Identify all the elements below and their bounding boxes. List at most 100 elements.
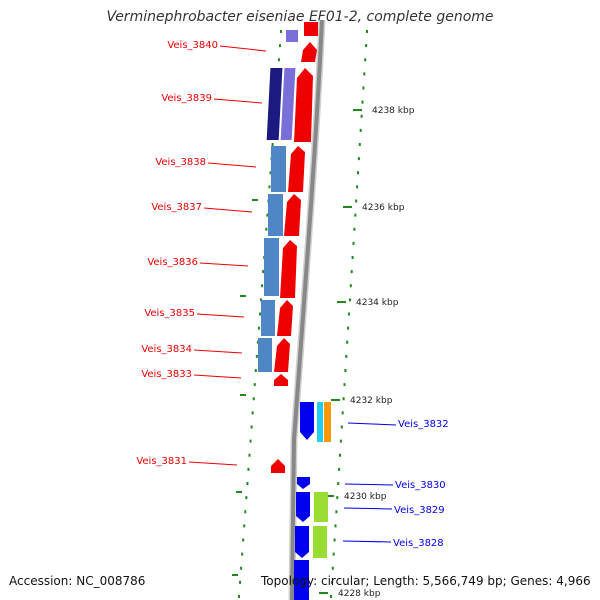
guide-dot-outer <box>344 369 347 372</box>
map-title: Verminephrobacter eiseniae EF01-2, compl… <box>106 9 494 25</box>
guide-dot-inner <box>244 510 247 514</box>
guide-dot-inner <box>278 44 281 48</box>
guide-dot-inner <box>280 30 282 33</box>
leader-veis-3828 <box>342 540 392 543</box>
gene-veis-3841[interactable] <box>304 22 318 36</box>
guide-dot-inner <box>259 312 261 316</box>
guide-dot-inner <box>238 595 240 598</box>
leader-veis-3837 <box>203 207 253 213</box>
label-veis-3834[interactable]: Veis_3834 <box>141 344 192 355</box>
guide-dot-outer <box>339 439 342 443</box>
gene-veis-3832-blue[interactable] <box>300 402 314 440</box>
gene-veis-3839-red[interactable] <box>294 68 313 142</box>
label-veis-3833[interactable]: Veis_3833 <box>141 369 192 380</box>
scale-label: 4234 kbp <box>356 298 399 308</box>
accession-text: Accession: NC_008786 <box>9 574 146 588</box>
label-veis-3832[interactable]: Veis_3832 <box>398 419 449 430</box>
gene-veis-3838-blue[interactable] <box>271 146 286 192</box>
leader-veis-3834 <box>193 349 243 354</box>
guide-dot-inner <box>269 171 272 175</box>
gene-veis-3837-red[interactable] <box>284 194 301 236</box>
guide-dot-outer <box>338 467 341 471</box>
guide-dot-outer <box>366 30 368 33</box>
label-veis-3839[interactable]: Veis_3839 <box>161 93 212 104</box>
guide-dot-inner <box>239 580 242 584</box>
label-veis-3831[interactable]: Veis_3831 <box>136 456 187 467</box>
guide-dot-inner <box>254 369 257 372</box>
label-veis-3830[interactable]: Veis_3830 <box>395 480 446 491</box>
guide-dot-outer <box>347 326 350 330</box>
gene-veis-3829-blue[interactable] <box>296 492 310 522</box>
guide-dot-outer <box>340 425 343 429</box>
guide-dot-inner <box>265 227 268 231</box>
scale-label: 4238 kbp <box>372 106 415 116</box>
guide-dot-inner <box>251 411 254 415</box>
guide-dot-outer <box>348 312 350 316</box>
guide-dot-outer <box>365 44 368 48</box>
gene-veis-3839-navy[interactable] <box>266 68 283 140</box>
guide-dot-outer <box>337 482 340 485</box>
leader-veis-3830 <box>344 483 394 486</box>
guide-dot-outer <box>336 496 339 500</box>
gene-partial-bottom[interactable] <box>294 560 309 600</box>
guide-dot-inner <box>277 58 280 62</box>
genome-backbone <box>290 19 324 600</box>
guide-dot-outer <box>350 270 353 274</box>
guide-dot-inner <box>242 538 245 542</box>
scale-label: 4228 kbp <box>338 589 381 599</box>
guide-dot-outer <box>348 298 351 302</box>
gene-veis-3831[interactable] <box>271 459 285 473</box>
leader-veis-3829 <box>343 507 393 510</box>
guide-dot-inner <box>240 566 243 570</box>
label-veis-3838[interactable]: Veis_3838 <box>155 157 206 168</box>
label-veis-3840[interactable]: Veis_3840 <box>167 40 218 51</box>
guide-dot-outer <box>330 580 333 584</box>
guide-dot-inner <box>243 524 246 528</box>
gene-veis-3829-green[interactable] <box>314 492 328 522</box>
topology-text: Topology: circular; Length: 5,566,749 bp… <box>261 574 591 588</box>
gene-veis-3834-blue[interactable] <box>258 338 272 372</box>
label-veis-3829[interactable]: Veis_3829 <box>394 505 445 516</box>
gene-veis-3828-green[interactable] <box>313 526 327 558</box>
gene-veis-3840[interactable] <box>301 42 317 62</box>
label-veis-3835[interactable]: Veis_3835 <box>144 308 195 319</box>
gene-veis-3833[interactable] <box>274 374 288 386</box>
label-veis-3828[interactable]: Veis_3828 <box>393 538 444 549</box>
guide-dot-outer <box>360 114 363 118</box>
guide-dot-inner <box>256 340 259 344</box>
guide-dot-outer <box>357 157 360 161</box>
gene-veis-3836-red[interactable] <box>280 240 297 298</box>
guide-dot-outer <box>359 128 362 132</box>
guide-dot-outer <box>353 227 356 231</box>
guide-dot-outer <box>361 100 364 104</box>
guide-dot-outer <box>339 453 341 457</box>
guide-dot-outer <box>341 411 344 415</box>
guide-dot-outer <box>346 340 349 344</box>
gene-veis-3828-blue[interactable] <box>295 526 309 558</box>
guide-dot-outer <box>333 538 336 542</box>
gene-veis-3834-red[interactable] <box>274 338 290 372</box>
gene-partial-purple[interactable] <box>286 30 298 42</box>
guide-dot-outer <box>352 241 355 245</box>
gene-veis-3830[interactable] <box>297 477 310 489</box>
guide-dot-inner <box>246 482 249 485</box>
gene-veis-3835-blue[interactable] <box>261 300 275 336</box>
gene-veis-3837-blue[interactable] <box>268 194 283 236</box>
gene-veis-3839-purple[interactable] <box>280 68 296 140</box>
gene-veis-3832-orange[interactable] <box>324 402 331 442</box>
guide-dot-inner <box>268 185 271 189</box>
guide-dot-outer <box>332 552 335 556</box>
guide-dot-outer <box>356 185 359 189</box>
gene-veis-3836-blue[interactable] <box>264 238 279 296</box>
guide-dot-inner <box>241 552 244 556</box>
gene-veis-3835-red[interactable] <box>277 300 293 336</box>
gene-veis-3838-red[interactable] <box>288 146 305 192</box>
guide-dot-inner <box>260 298 263 302</box>
gene-veis-3832-cyan[interactable] <box>317 402 323 442</box>
label-veis-3836[interactable]: Veis_3836 <box>147 257 198 268</box>
guide-dot-outer <box>345 354 348 358</box>
label-veis-3837[interactable]: Veis_3837 <box>151 202 202 213</box>
leader-veis-3833 <box>193 374 242 379</box>
scale-label: 4230 kbp <box>344 492 387 502</box>
guide-dot-inner <box>249 439 252 443</box>
